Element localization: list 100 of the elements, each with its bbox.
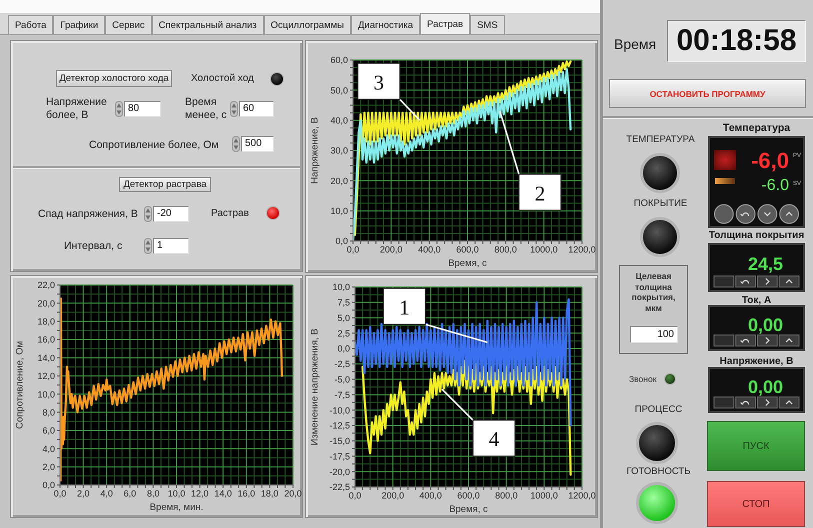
text: Напряжение, В (718, 356, 794, 368)
y-axis-title: Напряжение, В (310, 117, 320, 184)
input-field: 500 (241, 136, 274, 152)
x-tick-label: 800,0 (495, 490, 518, 500)
text: Звонок (629, 374, 656, 384)
text: Ток, А (740, 295, 772, 307)
text: Сопротивление более, Ом (89, 139, 219, 152)
annotation: 4 (488, 427, 500, 452)
tab: Сервис (105, 15, 152, 34)
input-field: 1 (153, 238, 189, 254)
y-tick-label: -12,5 (329, 420, 350, 431)
tab: Растрав (420, 13, 470, 34)
y-tick-label: -22,5 (329, 482, 350, 492)
x-tick-label: 8,0 (146, 488, 160, 498)
x-tick-label: 0,0 (348, 490, 362, 500)
y-tick-label: 12,0 (37, 371, 55, 382)
text: Целевая толщина покрытия, мкм (630, 271, 676, 314)
y-tick-label: -20,0 (329, 466, 350, 477)
y-tick-label: 10,0 (332, 282, 350, 292)
y-tick-label: 8,0 (42, 407, 55, 418)
text: ПРОЦЕСС (634, 404, 684, 416)
y-tick-label: -5,0 (334, 374, 350, 385)
line-series (361, 360, 572, 476)
button: ОСТАНОВИТЬ ПРОГРАММУ (609, 79, 806, 108)
x-tick-label: 6,0 (124, 488, 136, 498)
button: Детектор холостого хода (56, 70, 172, 87)
text: ГОТОВНОСТЬ (626, 466, 692, 478)
x-axis-title: Время, мин. (150, 502, 204, 513)
y-tick-label: 7,5 (337, 298, 350, 308)
x-tick-label: 12,0 (191, 488, 209, 498)
text: Толщина покрытия (708, 230, 806, 242)
text: Напряжение более, В (46, 96, 108, 122)
tab: Осциллограммы (264, 15, 351, 34)
text: ПОКРЫТИЕ (632, 198, 688, 210)
annotation: 3 (374, 70, 384, 94)
button: Детектор растрава (119, 177, 211, 192)
y-tick-label: 30,0 (330, 146, 348, 156)
x-tick-label: 0,0 (346, 244, 360, 254)
x-tick-label: 600,0 (457, 490, 480, 500)
tab: SMS (470, 15, 505, 34)
y-tick-label: -17,5 (329, 451, 350, 462)
y-tick-label: 4,0 (42, 444, 55, 454)
y-tick-label: 20,0 (37, 298, 55, 308)
y-tick-label: 22,0 (37, 280, 55, 290)
y-tick-label: -15,0 (329, 436, 350, 446)
x-tick-label: 1000,0 (530, 490, 558, 500)
x-tick-label: 200,0 (382, 490, 404, 500)
y-tick-label: 60,0 (330, 55, 348, 66)
y-tick-label: 18,0 (37, 316, 55, 327)
clock-display: 00:18:58 (667, 20, 806, 62)
tab: Спектральный анализ (152, 15, 264, 34)
y-axis-title: Изменение напряжения, В (310, 328, 320, 446)
x-tick-label: 400,0 (419, 490, 442, 500)
y-tick-label: -10,0 (329, 405, 350, 416)
y-tick-label: 0,0 (42, 480, 55, 490)
y-tick-label: 10,0 (37, 389, 55, 400)
y-tick-label: 2,5 (337, 328, 350, 338)
text: Спад напряжения, В (38, 208, 138, 221)
x-tick-label: 14,0 (214, 488, 232, 498)
x-tick-label: 1000,0 (530, 244, 558, 254)
annotation: 1 (399, 295, 410, 320)
text: ТЕМПЕРАТУРА (625, 134, 696, 146)
tab: Работа (8, 15, 54, 34)
text: Время менее, с (185, 96, 228, 122)
y-tick-label: 14,0 (37, 352, 55, 363)
x-axis-title: Время, с (448, 258, 488, 269)
x-tick-label: 0,0 (54, 488, 66, 498)
text: Холостой ход (191, 73, 254, 85)
text: Интервал, с (64, 240, 122, 253)
y-tick-label: 0,0 (335, 236, 348, 246)
y-tick-label: 20,0 (330, 176, 348, 186)
x-tick-label: 800,0 (494, 244, 517, 254)
x-axis-title: Время, с (449, 504, 488, 515)
y-tick-label: 10,0 (330, 206, 348, 216)
y-tick-label: 40,0 (330, 116, 348, 126)
y-tick-label: -2,5 (334, 359, 350, 370)
line-series (60, 298, 284, 482)
x-tick-label: 600,0 (456, 244, 479, 254)
tab: Графики (53, 15, 106, 34)
x-tick-label: 4,0 (100, 488, 113, 498)
input-field: 60 (239, 101, 274, 117)
text: Растрав (211, 208, 249, 220)
input-field: 80 (124, 101, 161, 117)
annotation: 2 (534, 181, 546, 206)
text: Время (614, 36, 656, 53)
y-tick-label: 0,0 (337, 344, 350, 354)
y-tick-label: 2,0 (42, 462, 55, 472)
tab: Диагностика (350, 15, 420, 34)
y-tick-label: 6,0 (42, 426, 55, 436)
y-tick-label: 50,0 (330, 85, 348, 96)
button: СТОП (707, 481, 805, 527)
y-tick-label: 16,0 (37, 334, 55, 345)
controller-display: 0,00 (708, 305, 805, 351)
input-field: -20 (153, 206, 189, 222)
controller-display: 0,00 (708, 367, 805, 413)
x-tick-label: 16,0 (238, 488, 256, 498)
x-tick-label: 1200,0 (568, 490, 596, 500)
button: ПУСК (707, 421, 805, 471)
x-tick-label: 10,0 (168, 488, 186, 498)
y-axis-title: Сопротивление, Ом (14, 341, 26, 429)
